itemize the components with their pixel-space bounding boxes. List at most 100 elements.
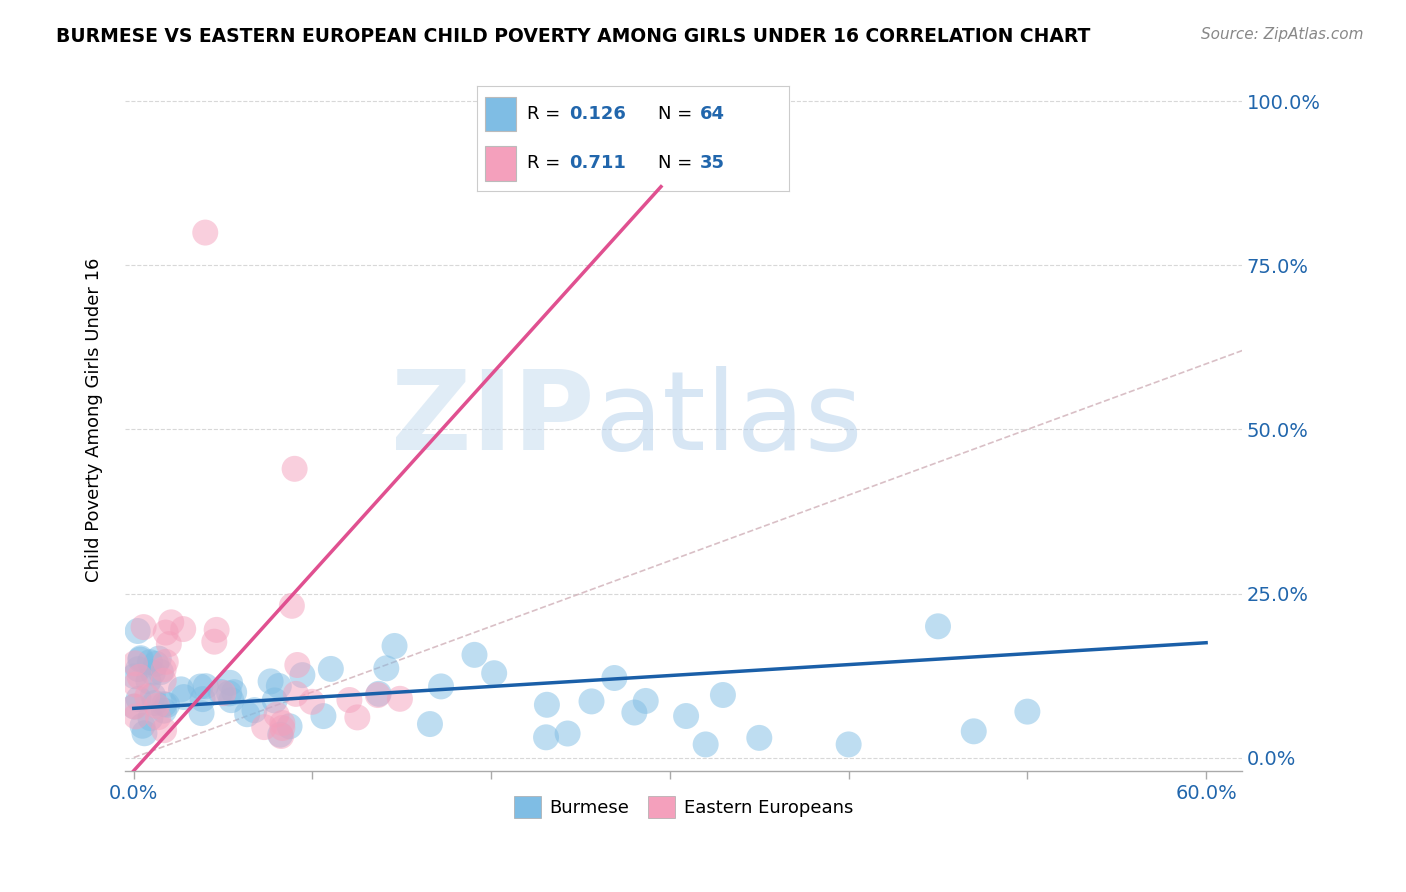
Point [430,680,453,694]
Point [634,694,657,708]
Point [191,692,214,706]
Point [152,662,174,676]
Point [157,637,180,651]
Y-axis label: Child Poverty Among Girls Under 16: Child Poverty Among Girls Under 16 [86,258,103,582]
Point [748,731,770,745]
Point [170,682,193,697]
Point [419,717,441,731]
Point [160,615,183,630]
Point [136,690,159,704]
Point [139,711,162,725]
Point [536,698,558,712]
Point [278,719,301,733]
Point [963,724,986,739]
Point [194,226,217,240]
Text: BURMESE VS EASTERN EUROPEAN CHILD POVERTY AMONG GIRLS UNDER 16 CORRELATION CHART: BURMESE VS EASTERN EUROPEAN CHILD POVERT… [56,27,1091,45]
Point [1017,705,1039,719]
Point [581,694,603,708]
Legend: Burmese, Eastern Europeans: Burmese, Eastern Europeans [506,789,860,825]
Point [281,599,304,613]
Point [267,679,290,693]
Point [129,651,152,665]
Point [253,720,276,734]
Point [623,706,645,720]
Point [142,665,165,680]
Point [125,677,148,691]
Point [482,666,505,681]
Point [285,658,308,673]
Point [124,699,146,714]
Point [319,662,342,676]
Point [125,709,148,723]
Point [218,686,240,700]
Point [384,639,406,653]
Point [266,707,288,722]
Point [153,697,176,711]
Point [190,706,212,720]
Point [127,662,149,676]
Point [271,721,294,735]
Point [367,687,389,701]
Point [131,719,153,733]
Point [375,661,398,675]
Point [219,693,242,707]
Point [269,728,291,742]
Point [124,699,146,714]
Point [711,688,734,702]
Text: atlas: atlas [593,366,862,473]
Point [153,723,176,738]
Point [152,673,174,688]
Point [236,707,259,722]
Point [259,674,281,689]
Point [301,695,323,709]
Point [339,693,361,707]
Point [263,693,285,707]
Point [312,709,335,723]
Point [927,619,949,633]
Point [209,685,232,699]
Point [388,691,411,706]
Point [124,657,146,671]
Text: Source: ZipAtlas.com: Source: ZipAtlas.com [1201,27,1364,42]
Point [134,726,156,740]
Point [143,696,166,710]
Point [205,623,228,637]
Point [284,462,307,476]
Point [367,688,389,702]
Point [142,689,165,703]
Point [219,675,242,690]
Point [534,731,557,745]
Point [148,651,170,665]
Point [695,738,717,752]
Point [128,692,150,706]
Point [224,685,246,699]
Point [463,648,485,662]
Point [675,709,697,723]
Point [156,698,179,712]
Point [838,738,860,752]
Point [271,716,294,731]
Point [212,686,235,700]
Point [138,674,160,689]
Point [346,710,368,724]
Text: ZIP: ZIP [391,366,593,473]
Point [557,726,579,740]
Point [127,624,149,638]
Point [128,670,150,684]
Point [243,703,266,717]
Point [145,657,167,671]
Point [132,620,155,634]
Point [190,680,212,694]
Point [155,655,177,669]
Point [153,704,176,718]
Point [155,625,177,640]
Point [172,622,194,636]
Point [603,671,626,685]
Point [173,690,195,704]
Point [146,710,169,724]
Point [270,729,292,743]
Point [291,668,314,682]
Point [124,669,146,683]
Point [139,655,162,669]
Point [129,652,152,666]
